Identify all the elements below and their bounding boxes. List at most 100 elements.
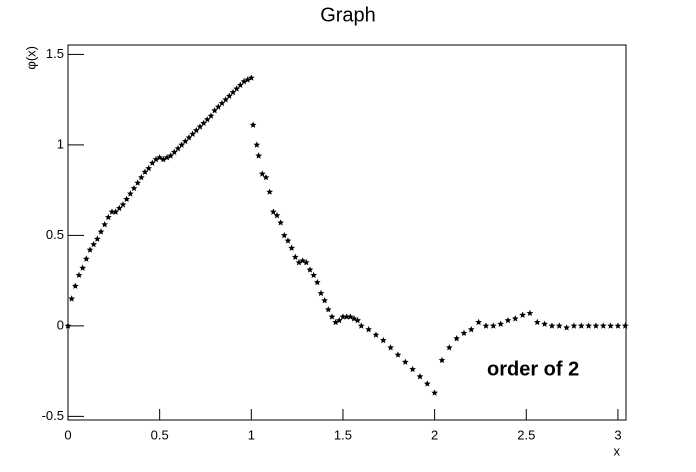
data-point bbox=[192, 126, 200, 134]
data-point bbox=[335, 316, 343, 324]
data-point bbox=[269, 208, 277, 215]
data-point bbox=[130, 184, 138, 192]
data-point bbox=[445, 344, 453, 351]
data-point bbox=[295, 259, 303, 266]
data-point bbox=[141, 168, 149, 175]
data-point bbox=[94, 235, 101, 242]
annotation: order of 2 bbox=[487, 358, 579, 380]
data-point bbox=[200, 119, 207, 127]
x-tick-label: 2 bbox=[431, 427, 438, 442]
data-point bbox=[233, 85, 240, 92]
data-point bbox=[482, 322, 490, 329]
data-point bbox=[127, 190, 134, 197]
data-point bbox=[284, 237, 292, 244]
data-point bbox=[332, 318, 339, 326]
x-axis-label: x bbox=[614, 443, 621, 458]
data-point bbox=[339, 313, 347, 320]
chart-title: Graph bbox=[320, 4, 376, 26]
data-point bbox=[163, 154, 171, 161]
data-point bbox=[159, 155, 167, 163]
data-point bbox=[185, 134, 193, 141]
data-point bbox=[138, 173, 145, 181]
data-point bbox=[79, 264, 86, 271]
data-point bbox=[152, 155, 160, 163]
data-point bbox=[504, 316, 512, 324]
data-point bbox=[116, 204, 123, 212]
data-point bbox=[526, 309, 534, 317]
data-point bbox=[108, 208, 116, 215]
data-point bbox=[423, 380, 431, 387]
data-point bbox=[541, 320, 548, 327]
data-point bbox=[196, 123, 204, 130]
y-tick-label: 0.5 bbox=[46, 227, 64, 242]
data-point bbox=[280, 231, 288, 239]
y-tick-label: -0.5 bbox=[42, 408, 64, 423]
data-point bbox=[533, 318, 541, 326]
y-tick-label: 1.5 bbox=[46, 46, 64, 61]
data-point bbox=[97, 228, 105, 235]
data-point bbox=[119, 201, 127, 208]
data-point bbox=[614, 322, 622, 329]
plot-frame bbox=[67, 44, 627, 421]
data-point bbox=[145, 164, 152, 172]
data-point bbox=[253, 141, 261, 148]
data-point bbox=[112, 208, 119, 215]
data-point bbox=[357, 322, 365, 329]
data-point bbox=[244, 76, 251, 83]
data-point bbox=[90, 240, 97, 248]
y-tick-label: 0 bbox=[57, 317, 64, 332]
data-point bbox=[207, 112, 215, 119]
data-point bbox=[148, 159, 156, 166]
data-point bbox=[548, 322, 556, 329]
data-point bbox=[64, 322, 72, 329]
data-point bbox=[134, 179, 141, 186]
data-point bbox=[372, 331, 380, 338]
data-point bbox=[438, 356, 446, 364]
data-point bbox=[570, 322, 578, 329]
data-point bbox=[313, 278, 321, 286]
data-point bbox=[324, 306, 332, 313]
x-tick-label: 1 bbox=[248, 427, 255, 442]
data-point bbox=[555, 322, 563, 329]
data-point bbox=[302, 259, 310, 266]
y-axis-label: φ(x) bbox=[23, 46, 38, 70]
data-point bbox=[123, 195, 130, 203]
data-point bbox=[174, 145, 182, 152]
data-point bbox=[354, 316, 361, 324]
data-point bbox=[258, 170, 266, 177]
data-point bbox=[225, 92, 233, 99]
data-point bbox=[511, 315, 519, 322]
data-point bbox=[181, 137, 189, 145]
data-point bbox=[203, 116, 211, 123]
data-point bbox=[247, 74, 255, 81]
data-point bbox=[563, 324, 570, 331]
data-point bbox=[236, 81, 244, 89]
data-point bbox=[489, 322, 497, 329]
data-point bbox=[453, 335, 460, 342]
data-point bbox=[189, 130, 196, 137]
x-tick-label: 1.5 bbox=[334, 427, 352, 442]
data-point bbox=[310, 271, 317, 279]
data-point bbox=[365, 326, 372, 333]
x-tick-label: 3 bbox=[614, 427, 621, 442]
data-point bbox=[475, 318, 482, 326]
data-point bbox=[214, 103, 222, 110]
data-point bbox=[343, 313, 350, 320]
data-point bbox=[328, 313, 336, 320]
data-point bbox=[321, 297, 328, 304]
data-point bbox=[75, 271, 83, 279]
data-point bbox=[577, 322, 585, 329]
data-point bbox=[460, 329, 468, 336]
y-tick-label: 1 bbox=[57, 136, 64, 151]
data-point bbox=[599, 322, 607, 329]
data-point bbox=[170, 148, 178, 155]
data-point bbox=[387, 344, 394, 351]
data-point bbox=[621, 322, 629, 329]
data-point bbox=[255, 152, 262, 159]
data-point bbox=[585, 322, 592, 329]
data-point bbox=[222, 96, 229, 103]
data-point bbox=[240, 78, 248, 85]
data-point bbox=[83, 255, 90, 262]
data-point bbox=[467, 326, 475, 333]
